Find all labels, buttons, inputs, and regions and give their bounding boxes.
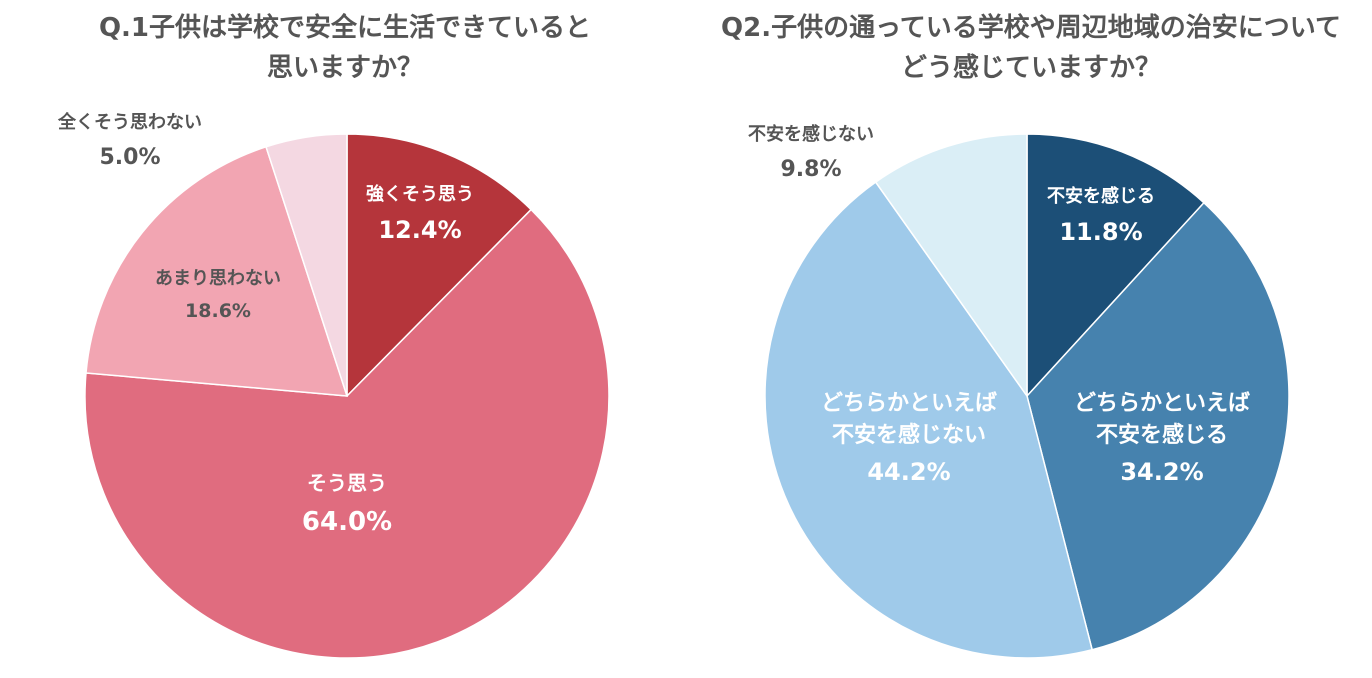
pie-2-slice-4-value-label: 9.8% bbox=[780, 157, 841, 182]
pie-2-slice-3 bbox=[764, 181, 1094, 659]
pie-1-slice-2 bbox=[84, 208, 610, 659]
pie-2-slice-2-label-line-2: 不安を感じる bbox=[1096, 422, 1228, 448]
pie-2-slice-3-label-line-1: どちらかといえば bbox=[821, 391, 997, 416]
chart-title-q1-line-1: Q.1子供は学校で安全に生活できていると bbox=[98, 13, 592, 43]
pie-1-slice-3-value-label: 18.6% bbox=[185, 300, 251, 322]
pie-2-slice-1-label-line-1: 不安を感じる bbox=[1047, 185, 1155, 207]
chart-title-q2-line-1: Q2.子供の通っている学校や周辺地域の治安について bbox=[721, 13, 1341, 43]
pie-2-slice-4-label-line-1: 不安を感じない bbox=[748, 123, 874, 145]
pie-1-slice-4-label-line-1: 全くそう思わない bbox=[57, 111, 202, 133]
pie-q2-svg: 不安を感じる11.8%どちらかといえば不安を感じる34.2%どちらかといえば不安… bbox=[748, 123, 1290, 659]
pie-1-slice-1-value-label: 12.4% bbox=[378, 216, 461, 244]
pie-2-slice-4 bbox=[874, 133, 1028, 399]
pie-1-slice-4-value-label: 5.0% bbox=[99, 145, 160, 170]
pie-1-slice-1 bbox=[346, 133, 533, 398]
pie-chart-q2: Q2.子供の通っている学校や周辺地域の治安について どう感じていますか？ 不安を… bbox=[690, 0, 1372, 678]
chart-title-q2: Q2.子供の通っている学校や周辺地域の治安について どう感じていますか？ bbox=[690, 8, 1372, 88]
pie-2-slice-3-value-label: 44.2% bbox=[867, 458, 950, 486]
pie-1-slice-3 bbox=[85, 145, 349, 397]
pie-1-slice-2-label-line-1: そう思う bbox=[307, 471, 387, 495]
pie-2-slice-2-label-line-1: どちらかといえば bbox=[1074, 391, 1250, 416]
pie-1-slice-3-label-line-1: あまり思わない bbox=[155, 268, 281, 289]
pie-chart-q1: Q.1子供は学校で安全に生活できていると 思いますか？ 強くそう思う 12.4% そ… bbox=[0, 8, 690, 659]
chart-title-q1-line-2: 思いますか？ bbox=[266, 53, 423, 83]
pie-2-slice-2-value-label: 34.2% bbox=[1120, 458, 1203, 486]
pie-2-slice-2 bbox=[1026, 201, 1290, 651]
chart-title-q1: Q.1子供は学校で安全に生活できていると 思いますか？ bbox=[0, 8, 690, 88]
pie-2-slice-3-label-line-2: 不安を感じない bbox=[832, 422, 986, 448]
pie-q1-svg: 強くそう思う 12.4% そう思う 64.0% あまり思わない 18.6% 全くそう思わない… bbox=[57, 111, 610, 659]
chart-title-q2-line-2: どう感じていますか？ bbox=[900, 53, 1161, 83]
pie-2-slice-1-value-label: 11.8% bbox=[1059, 218, 1142, 246]
pie-1-slice-1-label-line-1: 強くそう思う bbox=[366, 183, 474, 205]
pie-1-slice-4 bbox=[265, 133, 348, 397]
pie-2-slice-1 bbox=[1026, 133, 1205, 398]
pie-1-slice-2-value-label: 64.0% bbox=[302, 507, 392, 537]
